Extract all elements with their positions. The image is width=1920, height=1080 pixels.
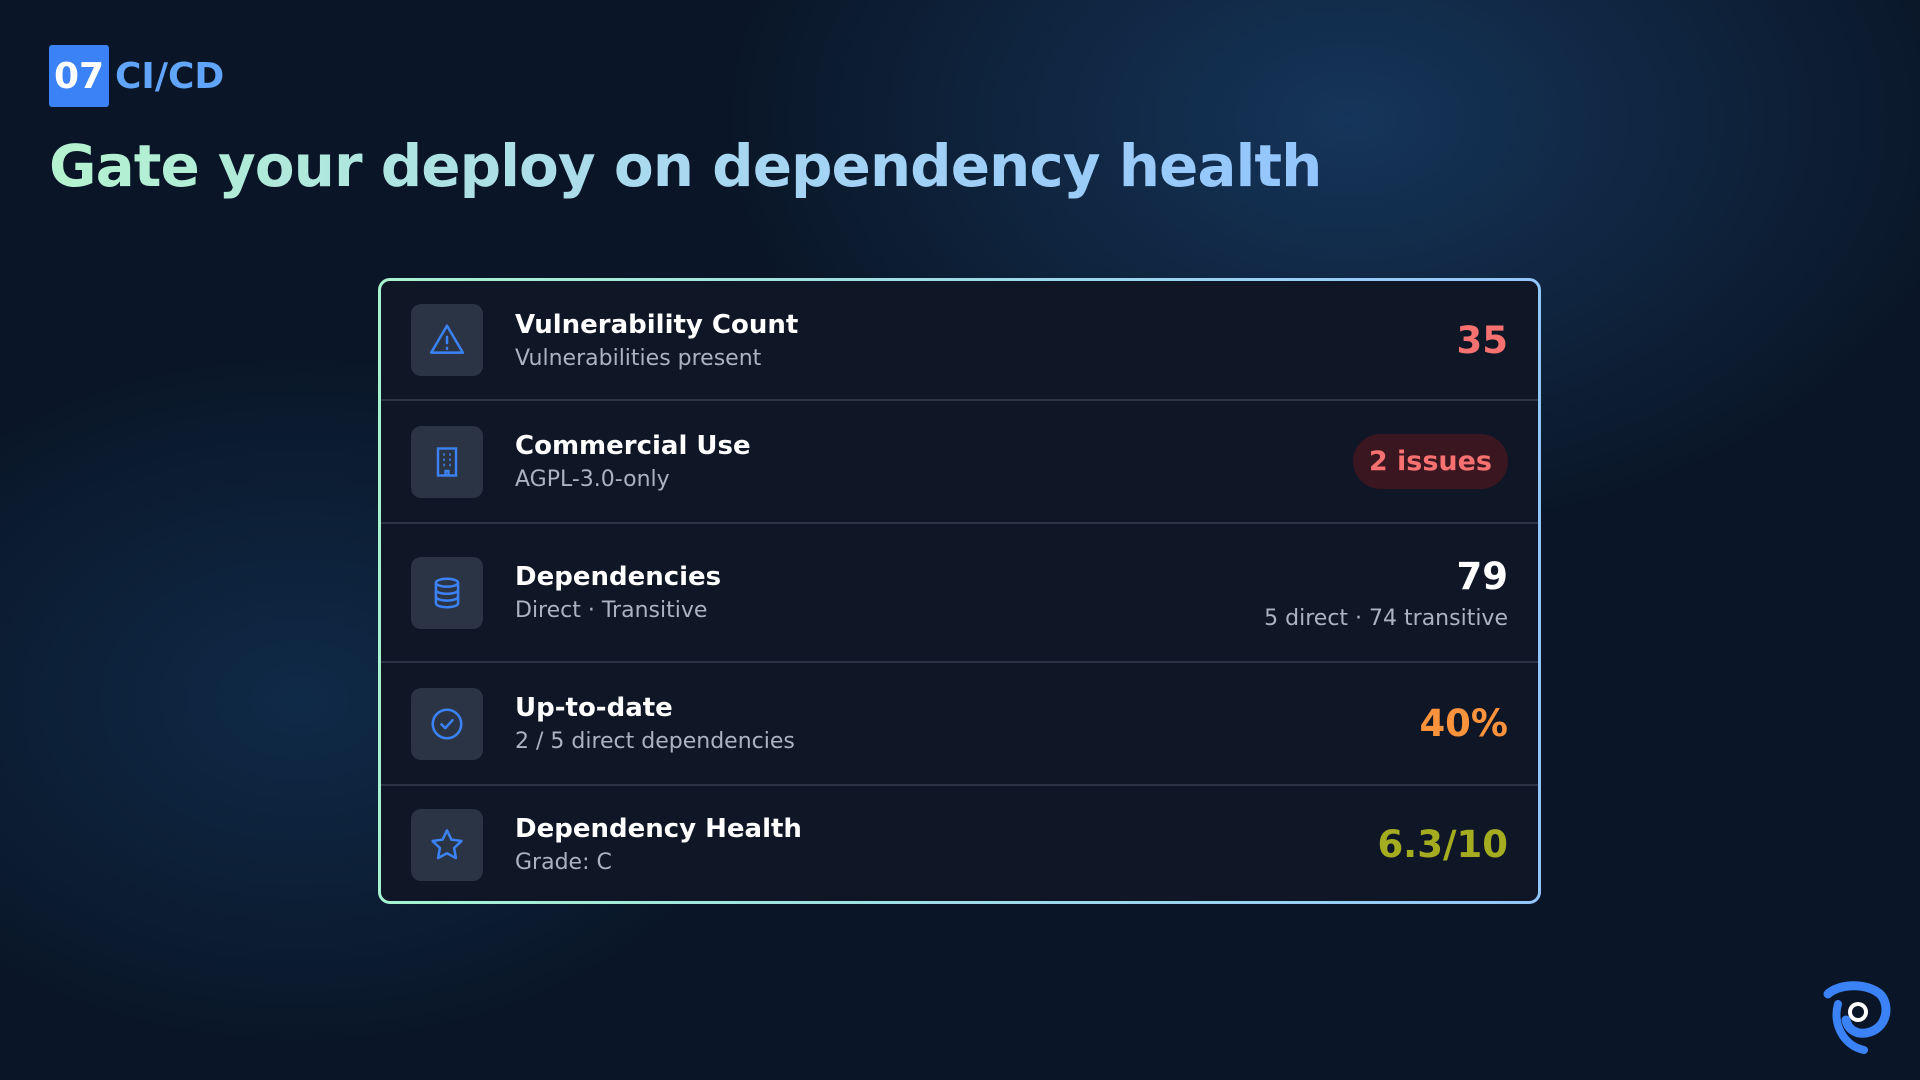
metric-row: Up-to-date 2 / 5 direct dependencies 40% — [381, 663, 1538, 786]
metric-value: 79 — [1456, 554, 1509, 598]
metric-text: Dependency Health Grade: C — [515, 814, 1377, 875]
metric-label: Dependencies — [515, 562, 722, 592]
metric-sublabel: AGPL-3.0-only — [515, 467, 670, 492]
section-name: CI/CD — [115, 55, 225, 97]
icon — [411, 808, 483, 881]
title: Gate your deploy on dependency health — [49, 132, 1322, 200]
metric-sublabel: Direct · Transitive — [515, 598, 708, 623]
metric-sublabel: 2 / 5 direct dependencies — [515, 729, 795, 754]
metric-row: Vulnerability Count Vulnerabilities pres… — [381, 281, 1538, 401]
metric-label: Dependency Health — [515, 814, 802, 844]
metric-detail: 5 direct · 74 transitive — [1264, 605, 1508, 631]
metric-row: Commercial Use AGPL-3.0-only 2 issues — [381, 401, 1538, 524]
icon — [411, 556, 483, 629]
metric-label: Commercial Use — [515, 431, 751, 461]
metric-text: Up-to-date 2 / 5 direct dependencies — [515, 693, 1419, 754]
metric-label: Vulnerability Count — [515, 309, 799, 340]
logo — [1823, 981, 1891, 1054]
icon — [411, 425, 483, 498]
metric-text: Vulnerability Count Vulnerabilities pres… — [515, 310, 1457, 371]
metric-text: Commercial Use AGPL-3.0-only — [515, 431, 1353, 492]
metric-value: 35 — [1456, 318, 1509, 362]
metrics-card: Vulnerability Count Vulnerabilities pres… — [378, 278, 1541, 904]
metric-row: Dependencies Direct · Transitive 79 5 di… — [381, 524, 1538, 663]
icon — [411, 687, 483, 760]
metric-row: Dependency Health Grade: C 6.3/10 — [381, 786, 1538, 903]
issue-pill: 2 issues — [1352, 434, 1508, 489]
metric-value: 40% — [1419, 702, 1508, 745]
icon — [411, 304, 483, 376]
header: 07 CI/CD — [49, 45, 224, 107]
metric-sublabel: Vulnerabilities present — [515, 345, 762, 371]
section-number: 07 — [49, 45, 109, 107]
metric-label: Up-to-date — [515, 693, 673, 723]
metric-text: Dependencies Direct · Transitive — [515, 562, 1264, 623]
metric-sublabel: Grade: C — [515, 850, 612, 875]
metric-value: 6.3/10 — [1377, 823, 1508, 866]
